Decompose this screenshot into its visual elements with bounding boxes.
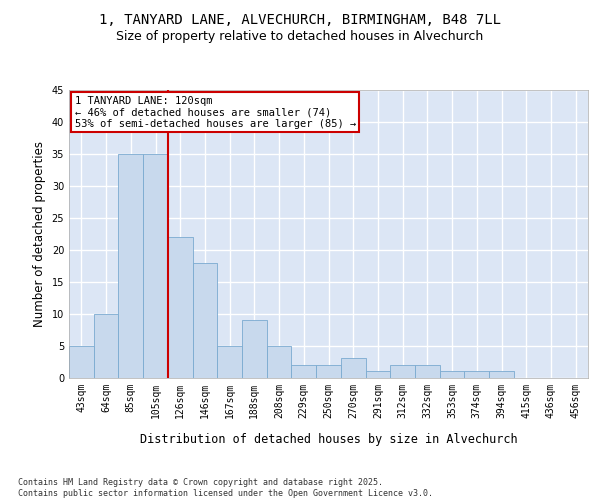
Bar: [267, 346, 292, 378]
Text: 1 TANYARD LANE: 120sqm
← 46% of detached houses are smaller (74)
53% of semi-det: 1 TANYARD LANE: 120sqm ← 46% of detached…: [74, 96, 356, 129]
Text: 1, TANYARD LANE, ALVECHURCH, BIRMINGHAM, B48 7LL: 1, TANYARD LANE, ALVECHURCH, BIRMINGHAM,…: [99, 12, 501, 26]
Bar: [365, 371, 390, 378]
Y-axis label: Number of detached properties: Number of detached properties: [33, 141, 46, 327]
Bar: [292, 364, 316, 378]
Bar: [143, 154, 168, 378]
Bar: [69, 346, 94, 378]
Bar: [217, 346, 242, 378]
Bar: [118, 154, 143, 378]
Bar: [316, 364, 341, 378]
Bar: [168, 237, 193, 378]
Bar: [464, 371, 489, 378]
Bar: [390, 364, 415, 378]
Bar: [489, 371, 514, 378]
Text: Size of property relative to detached houses in Alvechurch: Size of property relative to detached ho…: [116, 30, 484, 43]
Bar: [94, 314, 118, 378]
Text: Distribution of detached houses by size in Alvechurch: Distribution of detached houses by size …: [140, 432, 518, 446]
Bar: [193, 262, 217, 378]
Bar: [415, 364, 440, 378]
Text: Contains HM Land Registry data © Crown copyright and database right 2025.
Contai: Contains HM Land Registry data © Crown c…: [18, 478, 433, 498]
Bar: [242, 320, 267, 378]
Bar: [440, 371, 464, 378]
Bar: [341, 358, 365, 378]
